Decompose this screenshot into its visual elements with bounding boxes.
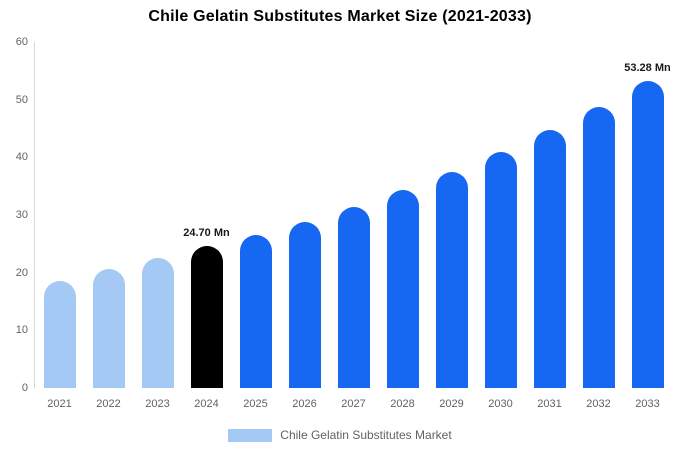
x-tick-label: 2021 bbox=[47, 398, 72, 410]
bar-2031 bbox=[533, 130, 566, 388]
bar-slot: 2029 bbox=[427, 42, 476, 410]
bar-slot: 2031 bbox=[525, 42, 574, 410]
y-tick-label: 0 bbox=[21, 382, 28, 394]
x-tick-label: 2029 bbox=[439, 398, 464, 410]
bar-2029 bbox=[435, 171, 468, 388]
bar-slot: 2025 bbox=[231, 42, 280, 410]
y-tick-label: 40 bbox=[15, 151, 28, 164]
x-tick-label: 2025 bbox=[243, 398, 268, 410]
bar-2028 bbox=[386, 190, 419, 388]
bar-2033 bbox=[631, 80, 664, 388]
bar-2024 bbox=[190, 245, 223, 388]
x-tick-label: 2026 bbox=[292, 398, 317, 410]
bar-slot: 2033 53.28 Mn bbox=[623, 42, 672, 410]
bar-2025 bbox=[239, 235, 272, 388]
x-tick-label: 2028 bbox=[390, 398, 415, 410]
y-tick-label: 10 bbox=[15, 324, 28, 337]
bar-slot: 2022 bbox=[84, 42, 133, 410]
bar-2032 bbox=[582, 107, 615, 388]
bar-2027 bbox=[337, 206, 370, 388]
bar-slot: 2024 24.70 Mn bbox=[182, 42, 231, 410]
x-tick-label: 2032 bbox=[586, 398, 611, 410]
bar-2030 bbox=[484, 152, 517, 388]
bar-slot: 2032 bbox=[574, 42, 623, 410]
bar-slot: 2027 bbox=[329, 42, 378, 410]
y-tick-label: 20 bbox=[15, 266, 28, 279]
bar-slot: 2030 bbox=[476, 42, 525, 410]
x-tick-label: 2022 bbox=[96, 398, 121, 410]
x-tick-label: 2033 bbox=[635, 398, 660, 410]
x-tick-label: 2023 bbox=[145, 398, 170, 410]
x-tick-label: 2031 bbox=[537, 398, 562, 410]
y-tick-label: 60 bbox=[15, 36, 28, 48]
legend-swatch bbox=[228, 428, 273, 442]
legend: Chile Gelatin Substitutes Market bbox=[0, 428, 680, 442]
data-label-2033: 53.28 Mn bbox=[624, 61, 671, 74]
bar-2021 bbox=[43, 280, 76, 388]
bar-slot: 2028 bbox=[378, 42, 427, 410]
x-tick-label: 2030 bbox=[488, 398, 513, 410]
y-tick-label: 50 bbox=[15, 93, 28, 106]
bar-2026 bbox=[288, 221, 321, 388]
x-tick-label: 2027 bbox=[341, 398, 366, 410]
bars-container: 2021 2022 2023 2024 24.70 Mn 2025 2026 2027 2028… bbox=[35, 42, 672, 410]
bar-2023 bbox=[141, 258, 174, 388]
plot-area: 0 10 20 30 40 50 60 2021 2022 2023 2024 24.70 Mn 20… bbox=[16, 36, 672, 410]
y-tick-label: 30 bbox=[15, 209, 28, 221]
bar-slot: 2023 bbox=[133, 42, 182, 410]
data-label-2024: 24.70 Mn bbox=[183, 226, 230, 239]
legend-label: Chile Gelatin Substitutes Market bbox=[280, 428, 452, 442]
x-tick-label: 2024 bbox=[194, 398, 219, 410]
bar-slot: 2026 bbox=[280, 42, 329, 410]
bar-slot: 2021 bbox=[35, 42, 84, 410]
bar-2022 bbox=[92, 269, 125, 388]
chart-title: Chile Gelatin Substitutes Market Size (2… bbox=[148, 8, 532, 25]
